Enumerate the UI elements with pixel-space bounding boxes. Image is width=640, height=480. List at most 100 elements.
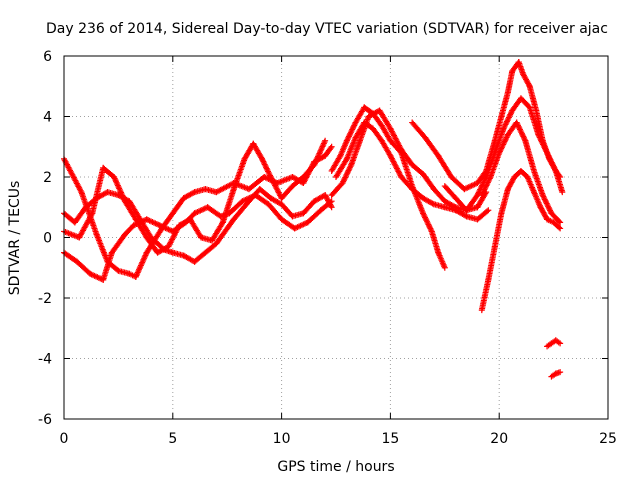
- data-point: [546, 206, 553, 213]
- y-tick-label: 0: [43, 231, 52, 247]
- data-point: [549, 160, 556, 167]
- data-point: [421, 213, 428, 220]
- data-point: [557, 225, 564, 232]
- data-point: [515, 123, 522, 130]
- data-point: [339, 180, 346, 187]
- data-point: [346, 164, 353, 171]
- data-point: [346, 166, 353, 173]
- data-point: [506, 113, 513, 120]
- data-point: [545, 152, 552, 159]
- data-point: [422, 215, 429, 222]
- data-point: [505, 114, 512, 121]
- data-point: [499, 142, 506, 149]
- data-point: [343, 137, 350, 144]
- data-point: [500, 141, 507, 148]
- data-point: [259, 157, 266, 164]
- data-point: [542, 145, 549, 152]
- data-point: [322, 137, 329, 144]
- data-point: [559, 189, 566, 196]
- data-point: [541, 196, 548, 203]
- data-point: [516, 125, 523, 132]
- data-point: [348, 127, 355, 134]
- x-tick-label: 0: [60, 431, 69, 447]
- data-point: [539, 192, 546, 199]
- data-point: [520, 134, 527, 141]
- data-point: [342, 174, 349, 181]
- data-point: [484, 180, 491, 187]
- data-point: [340, 177, 347, 184]
- data-point: [347, 129, 354, 136]
- series-track-10: [478, 167, 564, 314]
- data-point: [502, 137, 509, 144]
- data-points: [61, 59, 566, 380]
- data-point: [262, 162, 269, 169]
- data-point: [341, 175, 348, 182]
- data-point: [422, 214, 429, 221]
- data-point: [516, 126, 523, 133]
- data-point: [267, 172, 274, 179]
- data-point: [485, 178, 492, 185]
- data-point: [513, 119, 520, 126]
- data-point: [423, 217, 430, 224]
- x-tick-label: 10: [273, 431, 291, 447]
- data-point: [543, 200, 550, 207]
- data-point: [350, 123, 357, 130]
- data-point: [538, 138, 545, 145]
- data-point: [462, 212, 469, 219]
- data-point: [557, 174, 564, 180]
- data-point: [541, 194, 548, 201]
- data-point: [501, 138, 508, 145]
- y-tick-label: -4: [38, 352, 52, 368]
- data-point: [503, 134, 510, 141]
- data-point: [543, 199, 550, 206]
- data-point: [344, 168, 351, 175]
- data-point: [545, 203, 552, 210]
- data-point: [485, 207, 492, 214]
- data-point: [219, 220, 226, 227]
- data-point: [500, 140, 507, 147]
- series-track-12: [544, 337, 564, 350]
- data-point: [425, 221, 432, 228]
- data-point: [546, 155, 553, 162]
- data-point: [545, 204, 552, 211]
- data-point: [482, 183, 489, 190]
- axis-ticks: [63, 55, 609, 420]
- data-point: [265, 169, 272, 176]
- data-point: [427, 225, 434, 232]
- x-tick-label: 15: [381, 431, 399, 447]
- y-axis-label: SDTVAR / TECUs: [7, 181, 23, 296]
- data-point: [557, 219, 564, 226]
- data-point: [428, 227, 435, 234]
- data-point: [541, 144, 548, 151]
- data-point: [507, 111, 514, 118]
- data-point: [501, 122, 508, 129]
- data-point: [550, 163, 557, 170]
- data-point: [263, 165, 270, 172]
- data-point: [478, 192, 485, 199]
- data-point: [544, 151, 551, 158]
- data-point: [260, 158, 267, 165]
- data-point: [550, 162, 557, 169]
- data-point: [479, 190, 486, 197]
- data-point: [424, 220, 431, 227]
- data-point: [426, 222, 433, 229]
- data-point: [496, 148, 503, 155]
- data-point: [497, 147, 504, 154]
- data-point: [265, 168, 272, 175]
- data-point: [514, 120, 521, 127]
- series-track-5: [328, 104, 448, 271]
- data-point: [548, 159, 555, 166]
- data-point: [264, 167, 271, 174]
- data-point: [539, 140, 546, 147]
- data-point: [349, 126, 356, 133]
- data-point: [544, 201, 551, 208]
- data-point: [537, 135, 544, 142]
- y-tick-label: -2: [38, 291, 52, 307]
- data-point: [498, 144, 505, 151]
- data-point: [542, 147, 549, 154]
- y-tick-label: -6: [38, 412, 52, 428]
- x-tick-label: 20: [490, 431, 508, 447]
- series-track-4: [61, 137, 329, 256]
- data-point: [544, 149, 551, 156]
